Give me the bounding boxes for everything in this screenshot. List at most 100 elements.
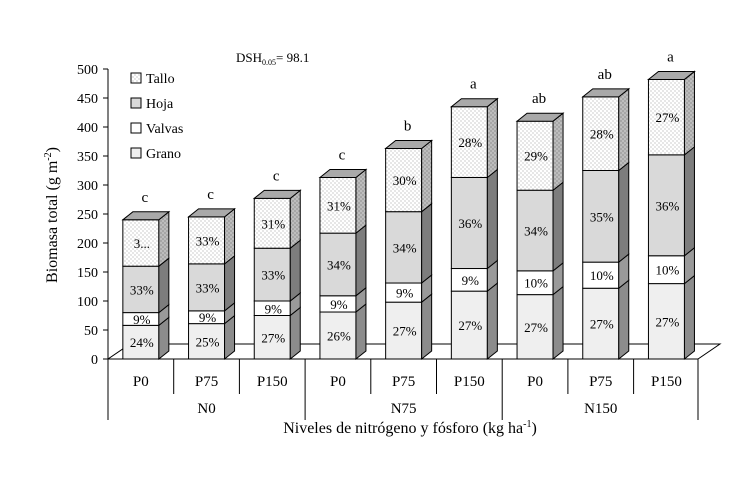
y-tick-label: 400 bbox=[77, 121, 98, 136]
bar-segment-side-hoja bbox=[683, 145, 695, 257]
group-label: N150 bbox=[584, 401, 617, 417]
bar-n0-p150: 27% 9% 33% 31% c bbox=[252, 168, 302, 361]
segment-label: 27% bbox=[590, 317, 614, 332]
x-axis-title-sup: -1 bbox=[523, 419, 531, 430]
y-tick-label: 350 bbox=[77, 150, 98, 165]
bar-top-face bbox=[252, 189, 302, 199]
bar-segment-tallo bbox=[188, 216, 226, 265]
y-axis-title-main: Biomasa total (g m bbox=[44, 160, 61, 283]
segment-label: 36% bbox=[458, 216, 482, 231]
legend-swatch-valvas bbox=[130, 122, 142, 134]
category-label: P0 bbox=[133, 374, 149, 390]
segment-label: 34% bbox=[393, 240, 417, 255]
bar-n0-p0: 24% 9% 33% 3... c bbox=[121, 190, 171, 361]
legend-label: Valvas bbox=[146, 122, 183, 137]
group-label: N0 bbox=[197, 401, 215, 417]
segment-label: 3... bbox=[134, 236, 150, 251]
bar-segment-side-grano bbox=[289, 306, 301, 361]
y-tick-label: 250 bbox=[77, 208, 98, 223]
bar-top-face bbox=[647, 70, 696, 80]
bar-segment-side-grano bbox=[618, 279, 630, 361]
bar-segment-side-hoja bbox=[552, 181, 564, 272]
bar-n0-p75: 25% 9% 33% 33% c bbox=[187, 187, 236, 361]
bar-segment-valvas bbox=[647, 255, 685, 285]
bar-segment-tallo bbox=[319, 176, 357, 234]
segment-label: 33% bbox=[130, 282, 154, 297]
y-axis-title-end: ) bbox=[44, 147, 61, 152]
segment-label: 27% bbox=[393, 324, 417, 339]
y-tick-label: 0 bbox=[91, 353, 98, 368]
bar-segment-hoja bbox=[385, 211, 423, 284]
segment-label: 25% bbox=[196, 334, 220, 349]
segment-label: 10% bbox=[590, 268, 614, 283]
lsd-label: DSH bbox=[236, 50, 262, 65]
segment-label: 9% bbox=[462, 273, 480, 288]
segment-label: 33% bbox=[261, 268, 285, 283]
segment-label: 30% bbox=[393, 173, 417, 188]
y-tick-label: 200 bbox=[77, 237, 98, 252]
lsd-value: = 98.1 bbox=[276, 50, 309, 65]
segment-label: 27% bbox=[656, 110, 680, 125]
bar-segment-tallo bbox=[647, 78, 685, 156]
segment-label: 29% bbox=[524, 149, 548, 164]
bar-segment-side-tallo bbox=[421, 139, 433, 213]
bar-segment-side-tallo bbox=[486, 97, 498, 179]
y-tick-label: 50 bbox=[84, 324, 98, 339]
bar-segment-side-hoja bbox=[158, 257, 170, 314]
segment-label: 31% bbox=[327, 198, 351, 213]
significance-letter: ab bbox=[532, 91, 546, 107]
segment-label: 24% bbox=[130, 335, 154, 350]
category-label: P150 bbox=[651, 374, 682, 390]
y-axis-title-sup: -2 bbox=[43, 152, 54, 160]
legend-label: Tallo bbox=[146, 72, 175, 87]
category-label: P75 bbox=[392, 374, 415, 390]
significance-letter: a bbox=[470, 77, 477, 93]
bar-top-face bbox=[449, 98, 499, 108]
category-label: P75 bbox=[195, 374, 218, 390]
y-tick-label: 450 bbox=[77, 92, 98, 107]
segment-label: 9% bbox=[330, 297, 348, 312]
bar-segment-side-grano bbox=[486, 282, 498, 361]
category-label: P150 bbox=[454, 374, 485, 390]
segment-label: 28% bbox=[458, 135, 482, 150]
bar-top-face bbox=[121, 211, 171, 221]
group-label: N75 bbox=[391, 401, 417, 417]
bar-segment-grano bbox=[647, 283, 685, 360]
bar-segment-side-grano bbox=[683, 274, 695, 361]
bar-segment-tallo bbox=[516, 120, 554, 191]
bar-segment-grano bbox=[188, 323, 226, 360]
bar-segment-grano bbox=[450, 290, 488, 360]
axes: 0 50 100 150 200 250 300 350 400 450 500 bbox=[77, 63, 109, 368]
bar-n150-p0: 27% 10% 34% 29% ab bbox=[515, 91, 565, 361]
segment-label: 34% bbox=[327, 257, 351, 272]
segment-label: 27% bbox=[524, 320, 548, 335]
bar-segment-side-tallo bbox=[683, 70, 695, 156]
bar-segment-side-hoja bbox=[421, 202, 433, 285]
segment-label: 31% bbox=[261, 216, 285, 231]
bar-top-face bbox=[384, 139, 434, 149]
bar-segment-side-grano bbox=[421, 293, 433, 361]
bar-segment-tallo bbox=[385, 147, 423, 213]
lsd-subscript: 0.05 bbox=[262, 58, 276, 67]
y-tick-label: 100 bbox=[77, 295, 98, 310]
segment-label: 36% bbox=[656, 198, 680, 213]
legend-swatch-hoja bbox=[130, 97, 142, 109]
bar-segment-side-hoja bbox=[289, 239, 301, 303]
bar-segment-side-tallo bbox=[158, 210, 170, 268]
bar-n75-p75: 27% 9% 34% 30% b bbox=[384, 118, 434, 361]
bar-segment-side-hoja bbox=[355, 224, 367, 297]
y-tick-label: 150 bbox=[77, 266, 98, 281]
category-label: P0 bbox=[330, 374, 346, 390]
legend-label: Hoja bbox=[146, 97, 174, 112]
category-label: P75 bbox=[589, 374, 612, 390]
significance-letter: b bbox=[404, 118, 412, 134]
significance-letter: c bbox=[207, 187, 214, 203]
category-label: P0 bbox=[527, 374, 543, 390]
segment-label: 35% bbox=[590, 209, 614, 224]
significance-letter: ab bbox=[598, 67, 612, 83]
bar-segment-side-grano bbox=[355, 302, 367, 361]
legend-swatch-grano bbox=[130, 147, 142, 159]
legend-swatch-tallo bbox=[130, 72, 142, 84]
bar-segment-side-hoja bbox=[224, 254, 236, 312]
significance-letter: c bbox=[273, 168, 280, 184]
